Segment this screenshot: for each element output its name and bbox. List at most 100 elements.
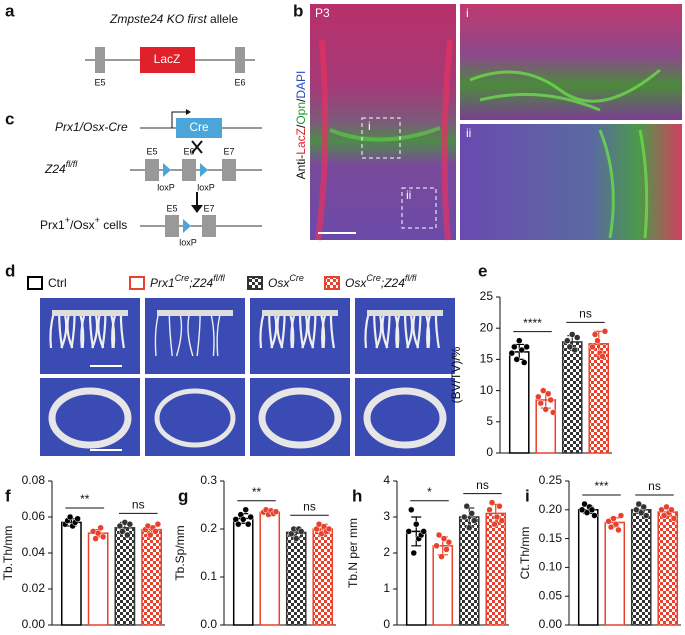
- y-axis-title: Tb.N per mm: [346, 518, 360, 588]
- exon: [202, 215, 216, 237]
- data-point: [518, 346, 525, 354]
- y-tick-label: 0.2: [200, 521, 217, 535]
- bar: [588, 343, 610, 454]
- data-point: [610, 515, 617, 522]
- exon: [95, 47, 105, 73]
- inset-marker: i: [368, 119, 371, 133]
- lacz-box: [140, 47, 195, 73]
- lox-label: loxP: [179, 237, 197, 247]
- panel-a: Zmpste24 KO first allele LacZ E5 E6: [85, 12, 255, 87]
- data-point: [547, 396, 554, 404]
- legend-part: fl/fl: [405, 273, 418, 283]
- y-tick-label: 0.1: [200, 569, 217, 583]
- panel-d-images: [40, 298, 455, 456]
- significance-label: ns: [132, 498, 145, 512]
- exon: [145, 159, 159, 181]
- significance-label: ****: [523, 316, 542, 330]
- legend-label: OsxCre: [268, 273, 304, 290]
- data-point: [498, 517, 506, 524]
- data-point: [594, 337, 601, 344]
- stain-label: Anti-LacZ/Opn/DAPI: [294, 71, 308, 180]
- significance-label: ***: [594, 479, 608, 493]
- microct-image: [40, 298, 140, 374]
- y-tick-label: 1: [383, 581, 390, 595]
- y-axis-title: Tb.Sp/mm: [173, 525, 187, 580]
- data-point: [612, 520, 620, 528]
- y-tick-label: 20: [480, 320, 494, 334]
- allele-part: Z24: [44, 162, 66, 176]
- panel-letter: b: [293, 1, 303, 20]
- data-point: [293, 535, 300, 542]
- bar: [60, 521, 82, 626]
- bar: [232, 517, 254, 626]
- bar: [577, 509, 599, 626]
- data-point: [297, 528, 305, 535]
- data-point: [617, 512, 625, 519]
- microct-image: [250, 298, 350, 374]
- data-point: [542, 406, 549, 413]
- data-point: [325, 525, 333, 533]
- allele-label: Z24fl/fl: [44, 159, 78, 176]
- panel-letter: d: [5, 261, 15, 280]
- legend-label: OsxCre;Z24fl/fl: [345, 273, 417, 290]
- exon: [182, 159, 196, 181]
- result-part: +: [95, 215, 100, 225]
- title-part: allele: [207, 12, 239, 26]
- inset-label: ii: [466, 126, 471, 140]
- y-tick-label: 0.25: [539, 473, 563, 487]
- data-point: [94, 529, 102, 537]
- panel-letter: f: [5, 486, 11, 505]
- allele-part: fl/fl: [66, 159, 79, 169]
- inset-label: i: [466, 6, 469, 20]
- data-point: [466, 524, 473, 532]
- significance-label: ns: [476, 478, 489, 492]
- data-point: [496, 502, 503, 510]
- legend-part: Osx: [268, 276, 290, 290]
- data-point: [668, 506, 675, 514]
- data-point: [599, 353, 606, 360]
- microct-image: [355, 298, 455, 374]
- data-point: [272, 508, 280, 515]
- data-point: [242, 506, 249, 514]
- bar: [259, 511, 281, 626]
- stage-label: P3: [315, 6, 330, 20]
- exon-label: E7: [223, 146, 234, 156]
- legend-swatch: [129, 276, 145, 290]
- growth-plate: [367, 310, 443, 316]
- data-point: [488, 499, 496, 506]
- y-tick-label: 0.06: [22, 509, 46, 523]
- data-point: [520, 359, 528, 366]
- data-point: [152, 528, 159, 535]
- bar: [657, 511, 679, 626]
- data-point: [410, 549, 418, 557]
- panel-letter: a: [5, 1, 15, 20]
- y-tick-label: 10: [480, 383, 494, 397]
- lacz-label: LacZ: [154, 52, 181, 66]
- data-point: [413, 520, 420, 528]
- significance-label: *: [427, 485, 432, 499]
- data-point: [583, 509, 591, 516]
- stain-part: /: [294, 124, 308, 128]
- panel-letter: e: [478, 261, 487, 280]
- y-tick-label: 0: [383, 617, 390, 631]
- bar: [561, 341, 583, 454]
- data-point: [468, 510, 475, 517]
- y-tick-label: 0.00: [22, 617, 46, 631]
- significance-label: ns: [648, 479, 661, 493]
- data-point: [601, 328, 609, 335]
- exon: [165, 215, 179, 237]
- bar: [485, 512, 507, 626]
- exon-label: E5: [94, 77, 105, 87]
- data-point: [670, 515, 678, 522]
- y-axis-title: Ct.Th/mm: [518, 527, 532, 580]
- bar: [458, 516, 480, 626]
- cortical-ring: [258, 387, 342, 449]
- exon: [222, 159, 236, 181]
- data-point: [508, 349, 516, 357]
- data-point: [523, 343, 530, 351]
- data-point: [66, 513, 74, 521]
- allele-title: Zmpste24 KO first allele: [109, 12, 238, 26]
- data-point: [642, 512, 650, 519]
- histology-image: [310, 4, 456, 240]
